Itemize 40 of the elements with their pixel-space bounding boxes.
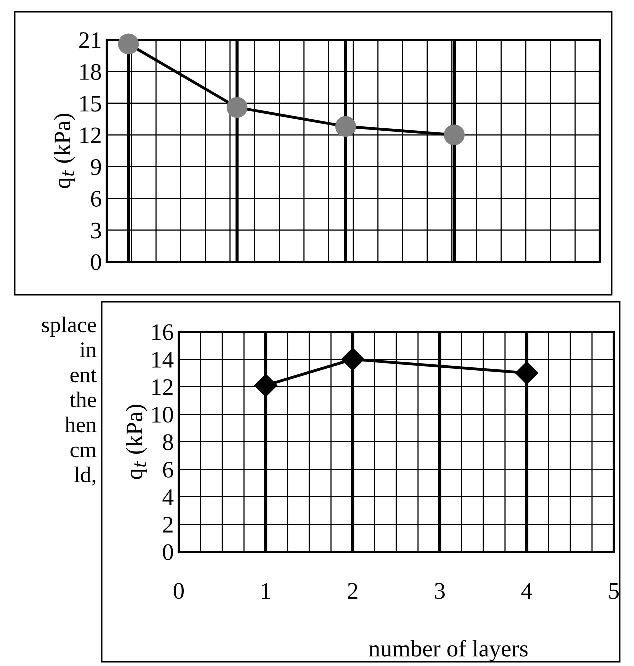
point	[342, 348, 364, 371]
x-tick-label: 5	[609, 583, 619, 600]
text: the	[70, 392, 96, 408]
text: hen	[65, 416, 97, 433]
y-tick-label: 6	[91, 191, 102, 207]
text: cm	[70, 446, 97, 458]
point	[118, 34, 140, 55]
y-tick-label: 12	[152, 380, 173, 396]
text: in	[80, 342, 97, 358]
x-tick-label: 2	[348, 583, 358, 599]
y-tick-label: 16	[152, 324, 174, 340]
point	[516, 362, 538, 385]
x-tick-label: 0	[174, 583, 184, 600]
y-tick-label: 9	[91, 159, 102, 176]
y-tick-label: 12	[80, 128, 101, 144]
y-tick-label: 6	[163, 462, 174, 478]
y-tick-label: 0	[91, 254, 102, 270]
point	[254, 374, 278, 398]
text: splace	[42, 316, 96, 338]
text: ent	[70, 370, 97, 383]
y-tick-label: 10	[152, 406, 174, 423]
y-tick-label: 3	[91, 222, 102, 239]
y-tick-label: 8	[163, 434, 174, 450]
text: ld,	[74, 466, 96, 486]
y-tick-label: 14	[152, 352, 174, 368]
y-tick-label: 15	[80, 96, 102, 112]
point	[335, 116, 356, 138]
y-axis-title: q$_{t}$ (kPa)	[126, 404, 148, 480]
y-tick-label: 18	[80, 64, 102, 80]
point	[444, 124, 465, 146]
y-tick-label: 0	[163, 544, 174, 560]
x-tick-label: 1	[262, 583, 270, 599]
x-axis-title: number of layers	[369, 640, 528, 662]
x-tick-label: 4	[522, 583, 533, 599]
y-tick-label: 21	[80, 32, 101, 48]
y-axis-title: q$_{t}$ (kPa)	[54, 114, 76, 188]
point	[226, 97, 248, 118]
y-tick-label: 4	[162, 490, 174, 506]
x-tick-label: 3	[435, 583, 445, 600]
y-tick-label: 2	[163, 517, 173, 533]
